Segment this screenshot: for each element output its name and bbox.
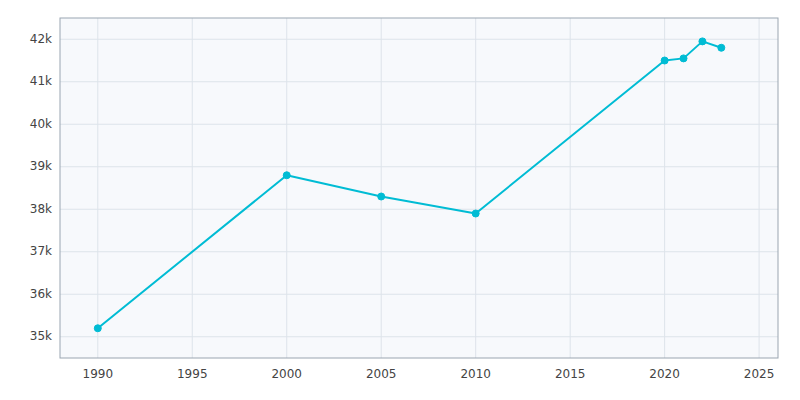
point: [699, 38, 706, 45]
tick-label: 41k: [30, 74, 52, 88]
grid-line: [192, 18, 193, 358]
grid-line: [60, 251, 778, 252]
grid-line: [381, 18, 382, 358]
point: [680, 55, 687, 62]
grid-line: [60, 294, 778, 295]
point: [378, 193, 385, 200]
grid-line: [97, 18, 98, 358]
tick-label: 1995: [177, 367, 208, 381]
point: [472, 210, 479, 217]
tick-label: 2010: [460, 367, 491, 381]
tick-label: 40k: [30, 117, 52, 131]
grid-line: [60, 166, 778, 167]
grid-line: [286, 18, 287, 358]
grid-line: [570, 18, 571, 358]
grid-line: [60, 209, 778, 210]
tick-label: 2000: [271, 367, 302, 381]
tick-label: 35k: [30, 329, 52, 343]
tick-label: 38k: [30, 202, 52, 216]
point: [94, 325, 101, 332]
tick-label: 2025: [744, 367, 775, 381]
tick-label: 2005: [366, 367, 397, 381]
axes: 35k 36k 37k 38k 39k 40k 41k 42k 1990 1995 2000 2005…: [30, 32, 775, 381]
point: [718, 44, 725, 51]
grid-line: [60, 124, 778, 125]
series: [94, 38, 725, 332]
grid-line: [664, 18, 665, 358]
plot-frame: [60, 18, 778, 358]
line: [98, 41, 722, 328]
tick-label: 2015: [555, 367, 586, 381]
grid-line: [60, 39, 778, 40]
tick-label: 2020: [649, 367, 680, 381]
grid: [60, 18, 778, 358]
point: [283, 172, 290, 179]
grid-line: [60, 336, 778, 337]
plot-area: [60, 18, 778, 358]
tick-label: 36k: [30, 287, 52, 301]
point: [661, 57, 668, 64]
tick-label: 39k: [30, 159, 52, 173]
tick-label: 42k: [30, 32, 52, 46]
grid-line: [759, 18, 760, 358]
grid-line: [60, 81, 778, 82]
tick-label: 37k: [30, 244, 52, 258]
grid-line: [475, 18, 476, 358]
chart: 35k 36k 37k 38k 39k 40k 41k 42k 1990 1995 2000 2005…: [0, 0, 800, 400]
tick-label: 1990: [83, 367, 114, 381]
